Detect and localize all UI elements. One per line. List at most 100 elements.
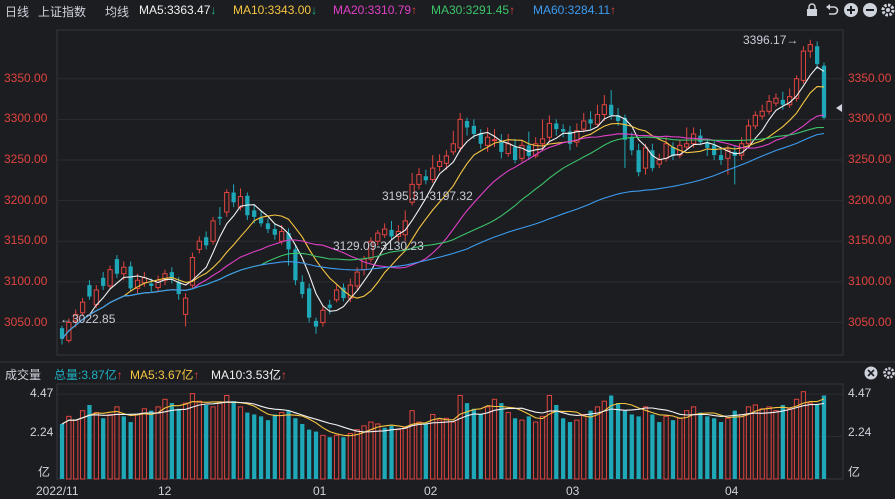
volume-bar-up (189, 393, 196, 480)
volume-bar-down (87, 404, 92, 479)
volume-bar-down (670, 420, 676, 479)
volume-bar-down (245, 412, 250, 479)
candle-down (567, 131, 573, 144)
volume-bar-down (561, 418, 566, 479)
candle-up (279, 231, 285, 242)
volume-settings-icon[interactable] (882, 366, 895, 380)
price-panel-frame (56, 29, 844, 356)
candle-up (107, 269, 113, 287)
lock-icon[interactable] (804, 2, 820, 18)
candle-up (601, 104, 607, 115)
price-label-left: 3200.00 (4, 192, 48, 207)
volume-bar-down (59, 423, 65, 479)
volume-bar-down (815, 404, 820, 479)
gap-annotation-1: 3195.31-3197.32 (382, 189, 473, 203)
candle-up (182, 297, 189, 315)
candle-down (670, 147, 676, 156)
volume-ma5: MA5:3.67亿↑ (130, 368, 200, 382)
zoom-out-icon[interactable] (862, 2, 878, 18)
volume-bar-up (450, 421, 456, 480)
tab-daily[interactable]: 日线 (5, 5, 30, 19)
x-label-mar: 03 (566, 484, 580, 498)
volume-bar-down (554, 404, 559, 479)
settings-icon[interactable] (880, 2, 895, 18)
close-icon[interactable] (864, 366, 878, 380)
candle-down (615, 115, 621, 121)
candle-up (539, 138, 546, 145)
volume-bar-up (210, 406, 216, 480)
volume-bar-up (457, 394, 463, 480)
candle-up (436, 161, 443, 167)
volume-bar-up (279, 412, 285, 480)
candle-down (526, 145, 531, 156)
volume-bar-up (505, 412, 511, 480)
volume-bar-up (354, 429, 360, 480)
volume-bar-up (73, 419, 79, 480)
volume-ma10: MA10:3.53亿↑ (211, 368, 288, 382)
volume-bar-down (149, 410, 154, 479)
price-label-right: 3300.00 (848, 111, 892, 126)
volume-bar-up (155, 406, 161, 480)
volume-bar-up (800, 391, 807, 480)
volume-bar-down (821, 395, 827, 479)
volume-bar-up (663, 415, 669, 480)
volume-bar-up (546, 394, 553, 480)
volume-bar-down (101, 418, 106, 479)
volume-bar-up (134, 413, 141, 480)
volume-bar-up (395, 429, 402, 480)
x-label-nov: 2022/11 (36, 484, 79, 498)
volume-bar-up (766, 406, 772, 480)
candle-down (286, 233, 291, 250)
candle-down (231, 192, 236, 203)
volume-axis-right-unit: 亿 (848, 465, 861, 479)
volume-bar-down (258, 416, 264, 479)
candle-up (663, 143, 669, 159)
volume-bar-up (375, 423, 381, 480)
candle-up (443, 155, 450, 164)
price-label-left: 3300.00 (4, 111, 48, 126)
volume-bar-up (745, 406, 752, 480)
price-label-right: 3050.00 (848, 314, 892, 329)
undo-icon[interactable] (824, 2, 840, 18)
candle-down (815, 46, 820, 65)
candle-up (505, 143, 511, 154)
volume-bar-up (347, 432, 353, 480)
volume-bar-up (690, 406, 697, 480)
zoom-in-icon[interactable] (843, 2, 859, 18)
candle-up (800, 50, 807, 81)
volume-bar-down (286, 410, 291, 479)
candle-down (471, 125, 477, 134)
candle-up (581, 120, 587, 130)
candle-up (773, 97, 779, 104)
candle-down (307, 288, 312, 318)
volume-bar-down (471, 408, 477, 479)
volume-bar-down (128, 422, 133, 479)
volume-bar-up (594, 406, 601, 480)
price-label-right: 3150.00 (848, 233, 892, 248)
candle-up (546, 122, 553, 138)
candle-down (169, 272, 174, 279)
indicator-selector[interactable]: 均线 (105, 5, 130, 19)
candle-up (93, 289, 99, 306)
volume-bar-up (581, 413, 587, 480)
volume-bar-up (443, 417, 450, 480)
volume-bar-down (272, 414, 277, 479)
candle-down (114, 259, 120, 274)
candle-down (821, 65, 827, 118)
candle-up (320, 309, 326, 323)
price-label-left: 3150.00 (4, 233, 48, 248)
volume-bar-down (464, 403, 470, 479)
candle-down (327, 304, 332, 308)
price-label-right: 3100.00 (848, 273, 892, 288)
candle-down (650, 150, 655, 169)
volume-bar-up (333, 434, 340, 480)
candle-down (499, 140, 504, 152)
volume-total: 总量:3.87亿↑ (54, 368, 123, 382)
candle-down (464, 121, 470, 128)
volume-bar-up (79, 410, 86, 480)
price-label-right: 3350.00 (848, 70, 892, 85)
volume-bar-up (519, 419, 525, 480)
volume-bar-down (526, 416, 531, 479)
chart-toolbar (804, 2, 895, 20)
